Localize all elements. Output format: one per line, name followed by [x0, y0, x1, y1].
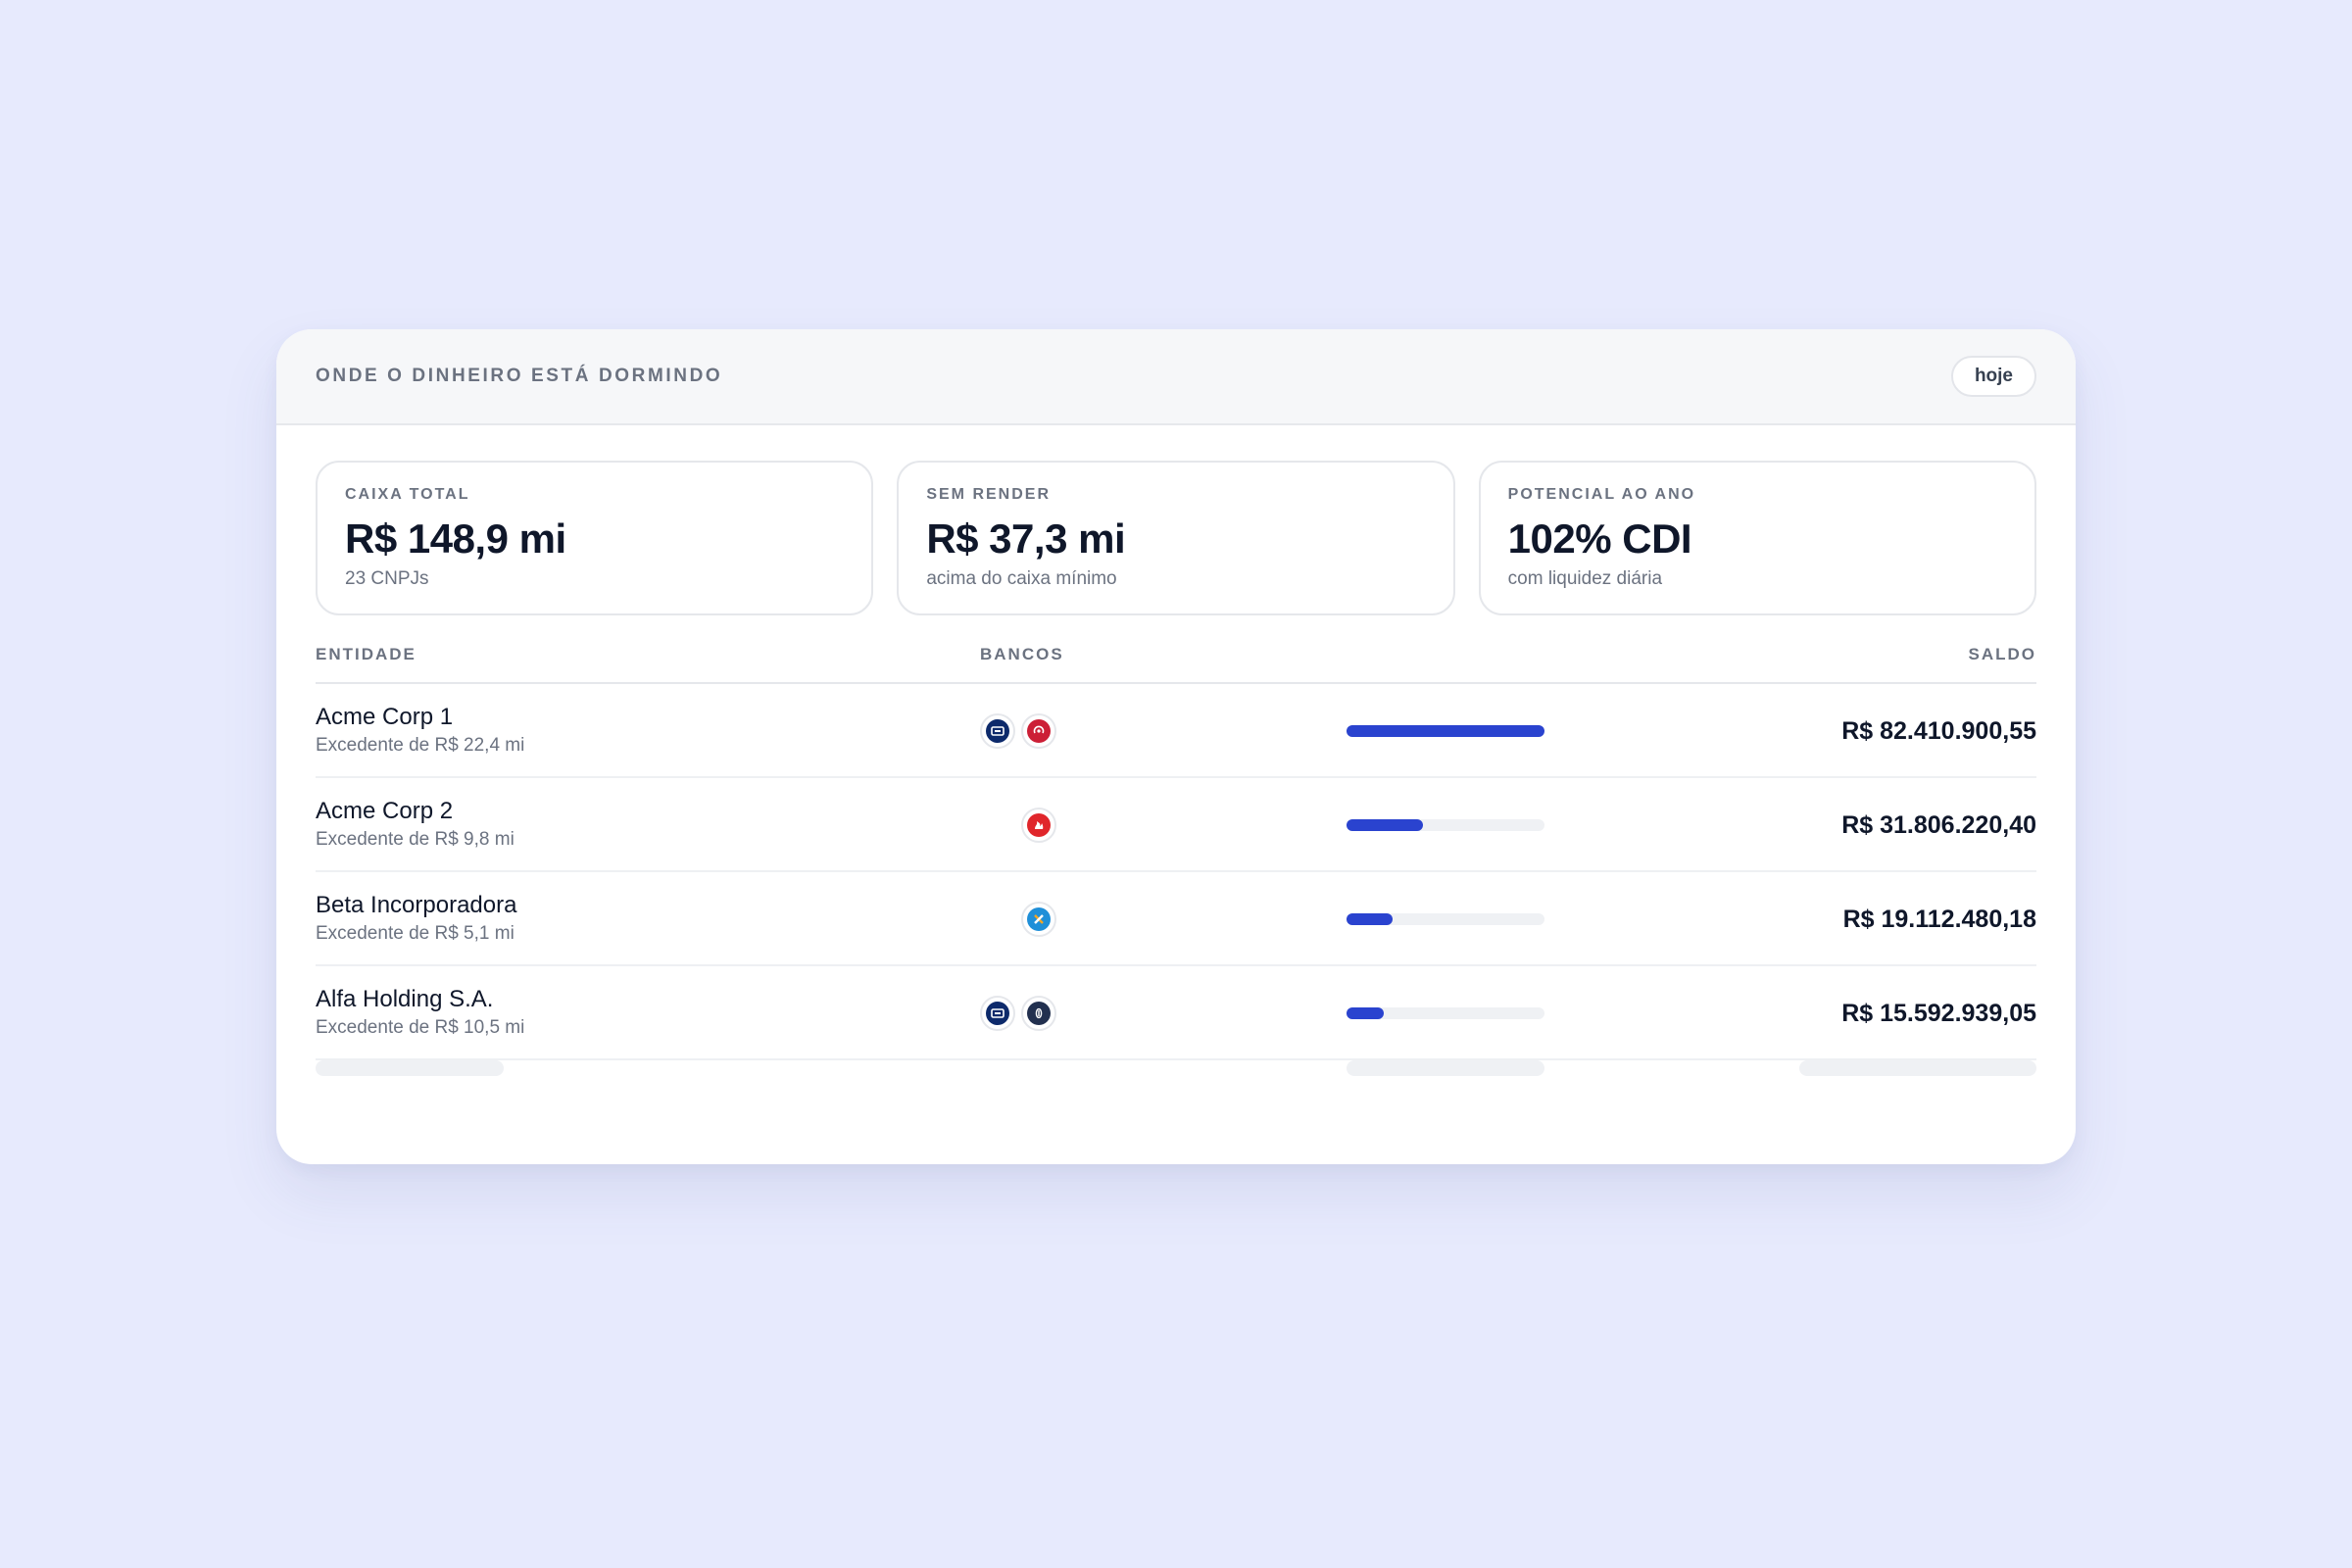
skeleton-bar	[1347, 1060, 1544, 1076]
dashboard-card: ONDE O DINHEIRO ESTÁ DORMINDO hoje CAIXA…	[276, 329, 2076, 1164]
column-header-banks: BANCOS	[980, 645, 1064, 663]
share-bar	[1347, 913, 1544, 925]
table-body: Acme Corp 1 Excedente de R$ 22,4 mi R$ 8…	[316, 684, 2036, 1060]
stat-card-idle-cash: SEM RENDER R$ 37,3 mi acima do caixa mín…	[897, 461, 1455, 615]
table-header: ENTIDADE BANCOS SALDO	[316, 645, 2036, 684]
entity-surplus: Excedente de R$ 5,1 mi	[316, 923, 514, 944]
stat-value: R$ 148,9 mi	[345, 515, 566, 562]
skeleton-balance	[1799, 1060, 2036, 1076]
bank-dark-coin-icon	[1021, 996, 1056, 1031]
table-row[interactable]: Acme Corp 2 Excedente de R$ 9,8 mi R$ 31…	[316, 778, 2036, 872]
entity-balance: R$ 15.592.939,05	[1841, 1000, 2036, 1027]
bank-red-flame-icon	[1021, 808, 1056, 843]
bank-list	[1021, 808, 1056, 843]
entity-balance: R$ 82.410.900,55	[1841, 717, 2036, 745]
share-bar-fill	[1347, 819, 1423, 831]
entity-surplus: Excedente de R$ 22,4 mi	[316, 735, 525, 756]
skeleton-entity	[316, 1060, 504, 1076]
entity-balance: R$ 19.112.480,18	[1842, 906, 2036, 933]
stat-sub: 23 CNPJs	[345, 568, 429, 589]
column-header-balance: SALDO	[1968, 645, 2036, 663]
entity-name: Beta Incorporadora	[316, 892, 517, 918]
stats-row: CAIXA TOTAL R$ 148,9 mi 23 CNPJs SEM REN…	[316, 461, 2036, 615]
card-header: ONDE O DINHEIRO ESTÁ DORMINDO hoje	[276, 329, 2076, 425]
bank-list	[980, 996, 1056, 1031]
table-row[interactable]: Beta Incorporadora Excedente de R$ 5,1 m…	[316, 872, 2036, 966]
stat-label: POTENCIAL AO ANO	[1507, 486, 1696, 503]
share-bar-fill	[1347, 913, 1393, 925]
stat-value: 102% CDI	[1507, 515, 1692, 562]
share-bar-fill	[1347, 1007, 1385, 1019]
share-bar	[1347, 819, 1544, 831]
stat-card-yearly-potential: POTENCIAL AO ANO 102% CDI com liquidez d…	[1478, 461, 2036, 615]
entity-surplus: Excedente de R$ 9,8 mi	[316, 829, 514, 850]
stat-sub: com liquidez diária	[1507, 568, 1663, 589]
share-bar	[1347, 725, 1544, 737]
stat-sub: acima do caixa mínimo	[926, 568, 1117, 589]
share-bar-fill	[1347, 725, 1544, 737]
stat-label: SEM RENDER	[926, 486, 1052, 503]
bank-navy-icon	[980, 713, 1015, 749]
stat-label: CAIXA TOTAL	[345, 486, 470, 503]
table-row[interactable]: Alfa Holding S.A. Excedente de R$ 10,5 m…	[316, 966, 2036, 1060]
entity-balance: R$ 31.806.220,40	[1841, 811, 2036, 839]
card-title: ONDE O DINHEIRO ESTÁ DORMINDO	[316, 366, 723, 386]
column-header-entity: ENTIDADE	[316, 645, 416, 663]
bank-blue-x-icon	[1021, 902, 1056, 937]
loading-skeleton-row	[316, 1060, 2036, 1078]
bank-red-arc-icon	[1021, 713, 1056, 749]
entity-surplus: Excedente de R$ 10,5 mi	[316, 1017, 525, 1038]
bank-list	[980, 713, 1056, 749]
stat-value: R$ 37,3 mi	[926, 515, 1126, 562]
entity-name: Acme Corp 1	[316, 704, 454, 730]
share-bar	[1347, 1007, 1544, 1019]
entity-name: Acme Corp 2	[316, 798, 454, 824]
table-row[interactable]: Acme Corp 1 Excedente de R$ 22,4 mi R$ 8…	[316, 684, 2036, 778]
bank-navy-icon	[980, 996, 1015, 1031]
entity-name: Alfa Holding S.A.	[316, 986, 494, 1012]
stat-card-total-cash: CAIXA TOTAL R$ 148,9 mi 23 CNPJs	[316, 461, 874, 615]
bank-list	[1021, 902, 1056, 937]
today-button[interactable]: hoje	[1950, 356, 2036, 397]
